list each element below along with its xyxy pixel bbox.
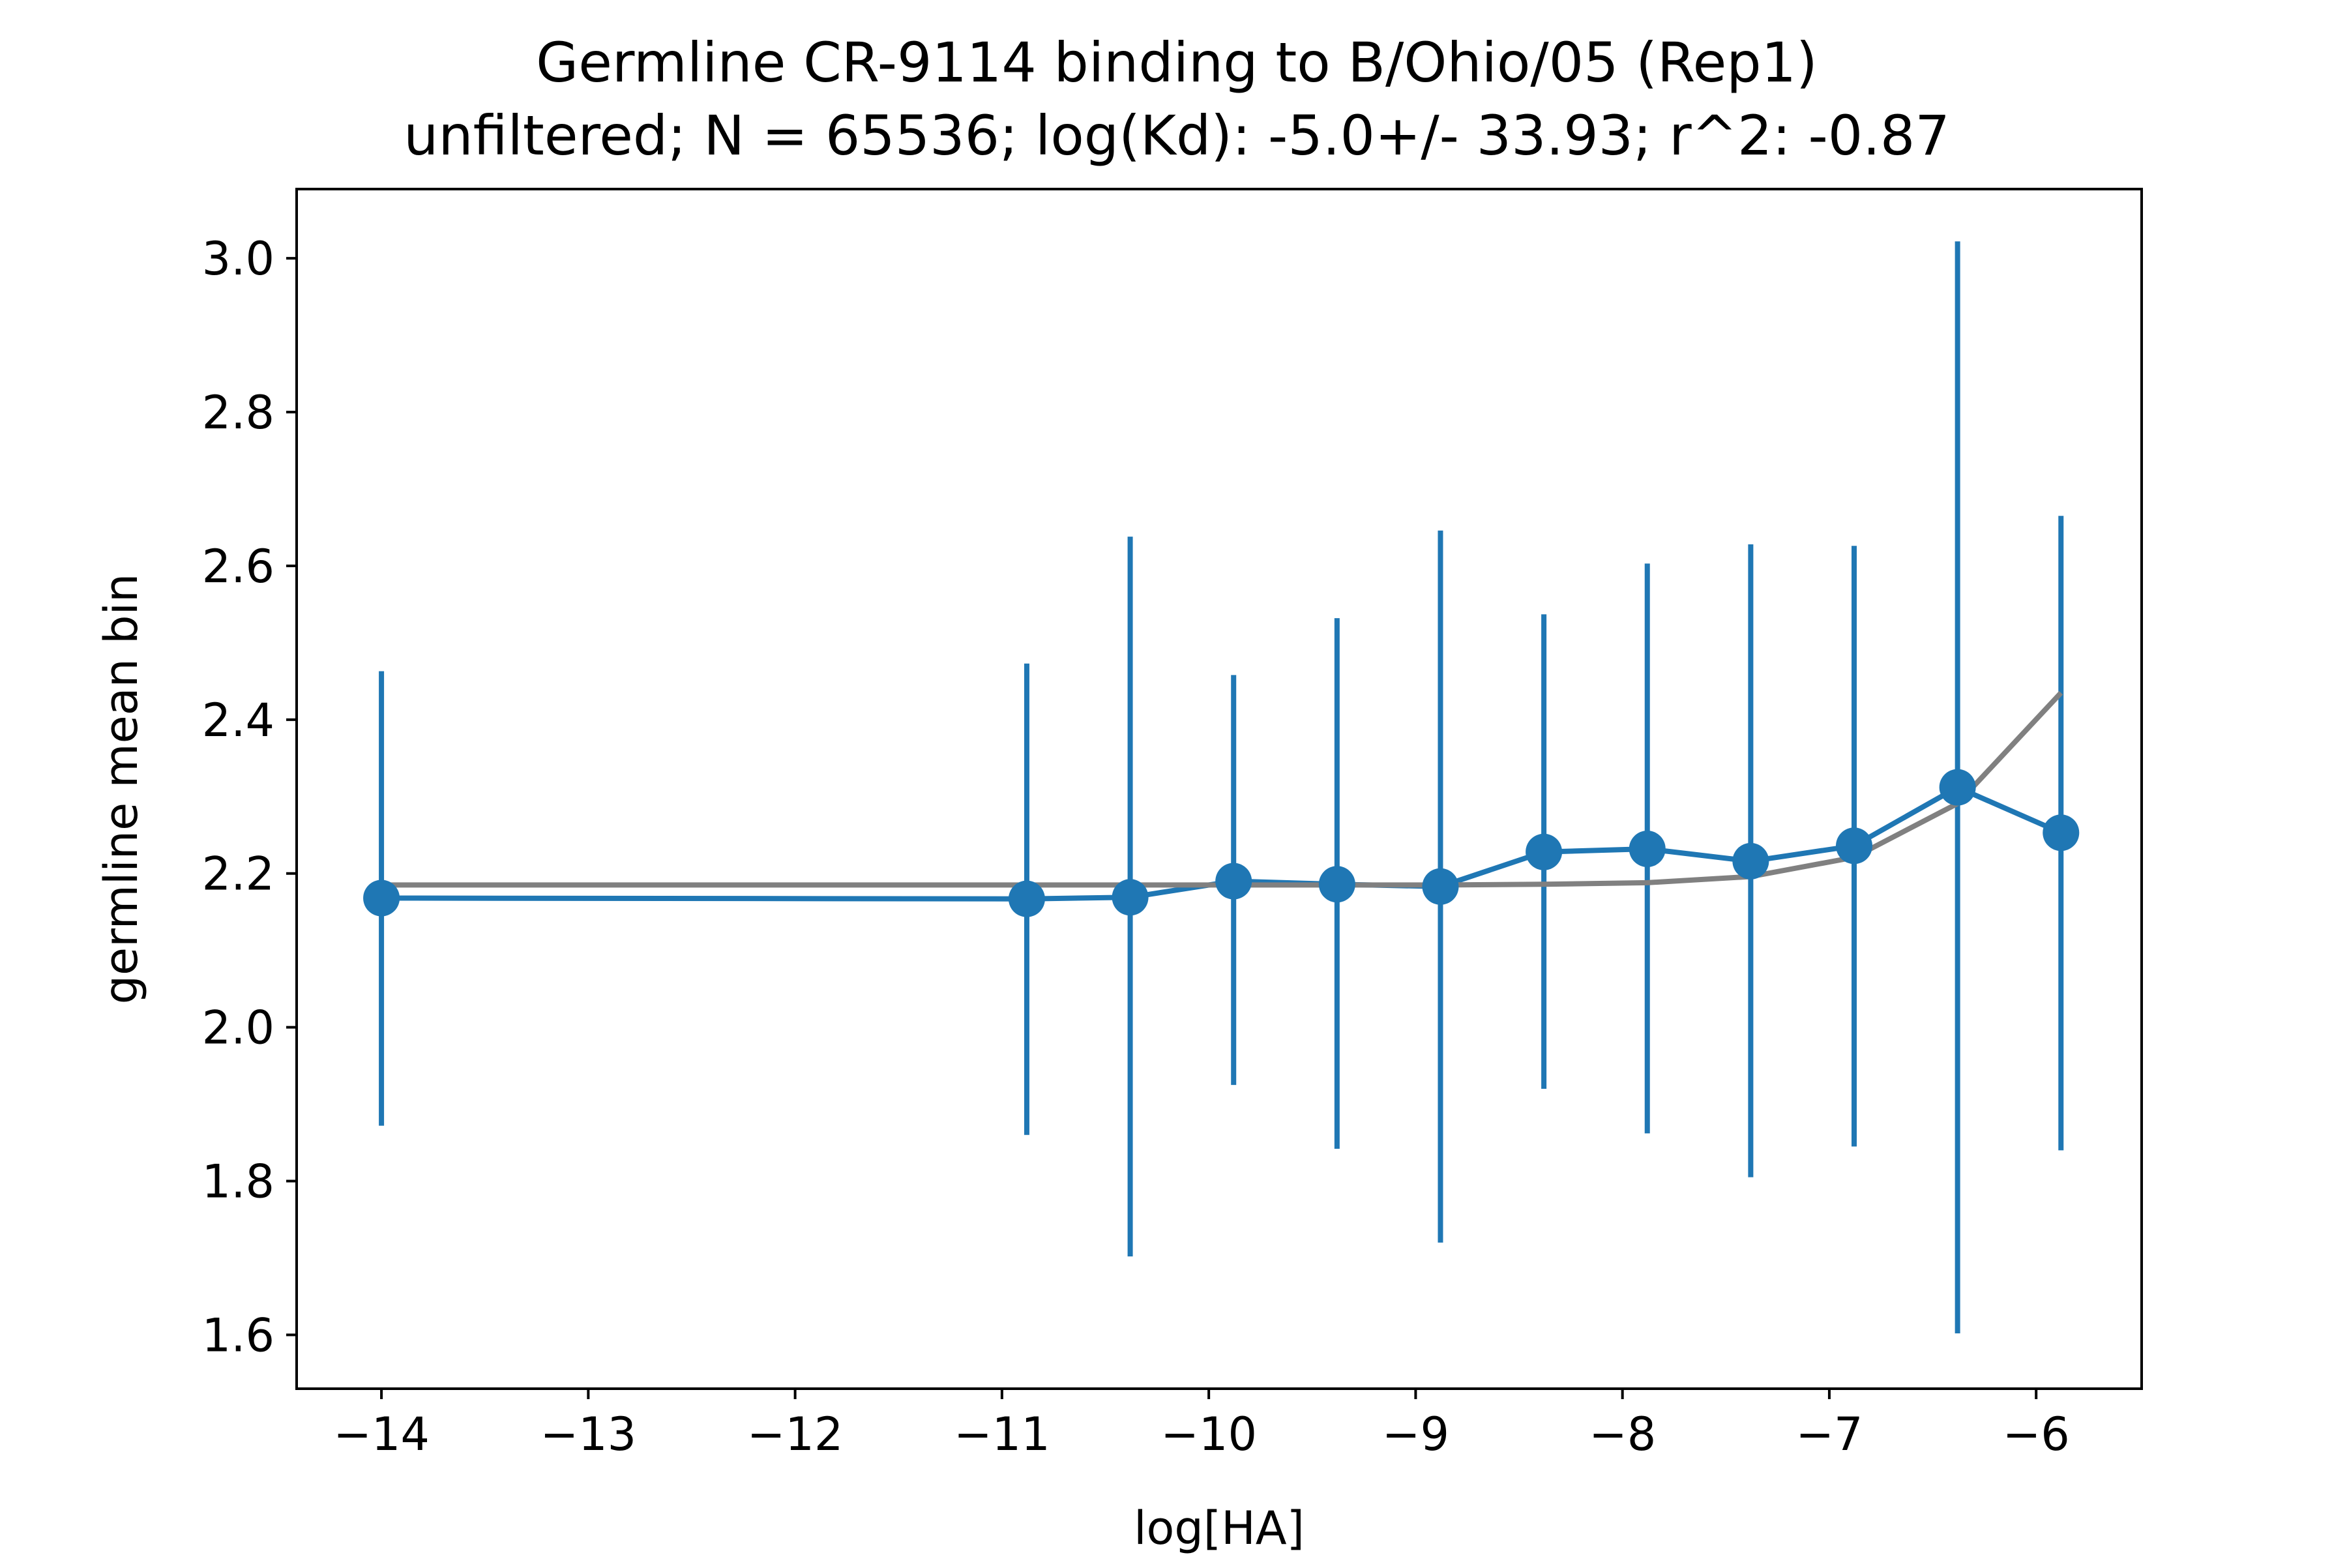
data-point bbox=[363, 880, 400, 917]
y-tick-label: 2.4 bbox=[202, 694, 274, 747]
data-point bbox=[1732, 842, 1769, 880]
x-tick-label: −12 bbox=[747, 1408, 844, 1461]
y-tick-label: 1.8 bbox=[202, 1155, 274, 1209]
data-point bbox=[1422, 868, 1459, 905]
y-tick-label: 2.0 bbox=[202, 1001, 274, 1055]
data-point bbox=[1112, 879, 1149, 916]
chart-subtitle: unfiltered; N = 65536; log(Kd): -5.0+/- … bbox=[404, 104, 1950, 168]
y-tick-label: 2.8 bbox=[202, 386, 274, 439]
chart-title: Germline CR-9114 binding to B/Ohio/05 (R… bbox=[536, 31, 1818, 95]
x-tick-label: −7 bbox=[1795, 1408, 1863, 1461]
data-point bbox=[2043, 814, 2080, 851]
x-tick-label: −8 bbox=[1589, 1408, 1656, 1461]
data-point bbox=[1629, 831, 1666, 867]
x-tick-label: −10 bbox=[1160, 1408, 1257, 1461]
y-tick-label: 2.2 bbox=[202, 848, 274, 901]
plot-marks bbox=[363, 241, 2080, 1334]
x-tick-label: −6 bbox=[2003, 1408, 2070, 1461]
y-tick-label: 3.0 bbox=[202, 232, 274, 286]
data-point bbox=[1215, 863, 1252, 900]
x-axis-label: log[HA] bbox=[1134, 1501, 1305, 1555]
x-tick-label: −11 bbox=[954, 1408, 1050, 1461]
axis-ticks: −14 −13 −12 −11 −10 −9 −8 −7 −6 1.6 1.8 2.0 2.2 2.4 2.… bbox=[202, 232, 2070, 1461]
data-point bbox=[1526, 833, 1563, 870]
plot-frame bbox=[295, 188, 2143, 1390]
data-point bbox=[1939, 769, 1976, 806]
y-tick-label: 1.6 bbox=[202, 1309, 274, 1362]
y-axis-label: germline mean bin bbox=[95, 574, 148, 1005]
x-tick-label: −9 bbox=[1382, 1408, 1449, 1461]
data-point bbox=[1318, 866, 1355, 903]
x-tick-label: −13 bbox=[540, 1408, 636, 1461]
y-tick-label: 2.6 bbox=[202, 540, 274, 593]
data-point bbox=[1836, 827, 1873, 865]
data-point bbox=[1008, 880, 1045, 917]
x-tick-label: −14 bbox=[333, 1408, 430, 1461]
